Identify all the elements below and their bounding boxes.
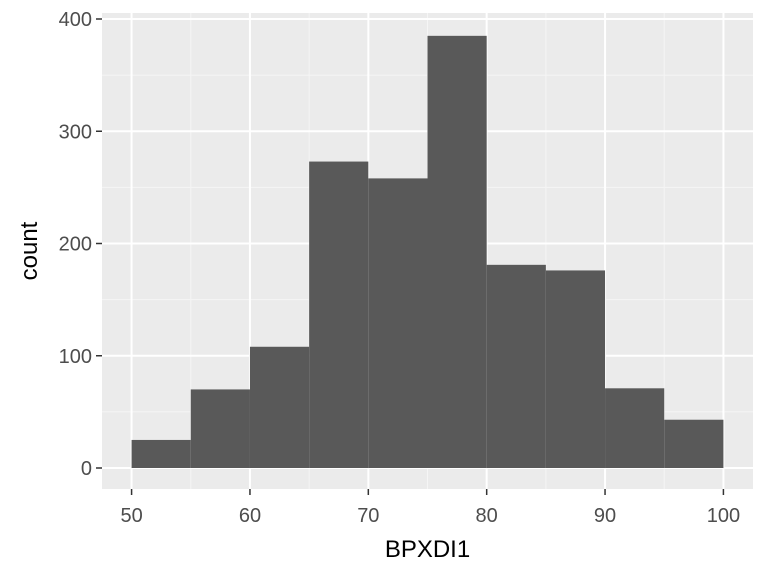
x-tick-label: 90 xyxy=(594,505,616,527)
x-axis-title: BPXDI1 xyxy=(385,536,470,563)
bars xyxy=(131,35,724,469)
x-tick-label: 100 xyxy=(707,505,740,527)
x-tick-label: 70 xyxy=(357,505,379,527)
y-tick-label: 200 xyxy=(59,234,92,256)
histogram-bar xyxy=(309,161,369,468)
axis-ticks: 50 60 70 80 90 100 0 100 200 300 400 xyxy=(59,9,740,527)
histogram-bar xyxy=(368,178,428,468)
y-axis-title: count xyxy=(16,221,43,280)
histogram-bar xyxy=(249,346,310,468)
histogram-bar xyxy=(190,389,250,468)
x-tick-label: 50 xyxy=(120,505,142,527)
y-tick-label: 0 xyxy=(81,458,92,480)
x-tick-label: 80 xyxy=(476,505,498,527)
histogram-bar xyxy=(486,264,546,468)
histogram-bar xyxy=(427,35,487,469)
histogram-bar xyxy=(664,419,724,468)
histogram-bar xyxy=(605,388,665,468)
y-tick-label: 400 xyxy=(59,9,92,31)
histogram-bar xyxy=(131,439,191,468)
y-tick-label: 300 xyxy=(59,121,92,143)
y-tick-label: 100 xyxy=(59,346,92,368)
histogram-bar xyxy=(545,270,606,468)
x-tick-label: 60 xyxy=(239,505,261,527)
